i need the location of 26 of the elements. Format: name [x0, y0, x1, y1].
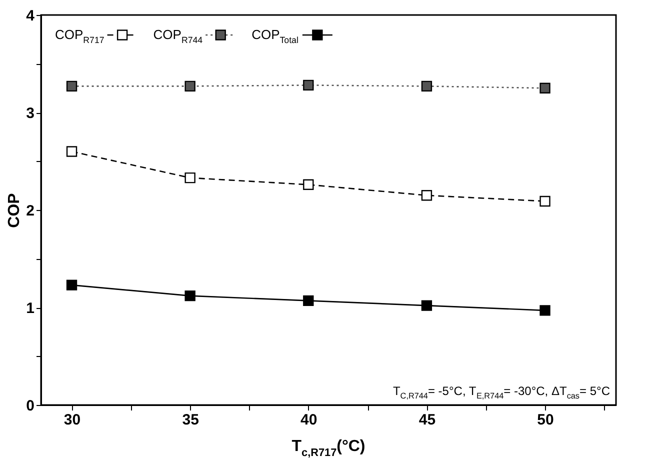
y-tick-label: 2: [26, 202, 34, 220]
x-tick-label: 35: [182, 412, 199, 428]
y-tick-label: 0: [26, 398, 34, 414]
y-tick-label: 4: [26, 8, 36, 24]
point: [66, 280, 78, 290]
point: [66, 80, 78, 92]
point: [303, 80, 314, 91]
x-tick-label: 30: [64, 412, 81, 428]
point: [303, 295, 314, 306]
y-tick-label: 3: [26, 105, 34, 122]
x-tick-label: 50: [537, 412, 554, 428]
point: [184, 290, 196, 302]
point: [540, 196, 550, 207]
point: [421, 190, 432, 201]
x-tick-label: 40: [300, 412, 318, 428]
point: [540, 305, 550, 316]
point: [184, 172, 196, 184]
y-tick-label: 1: [26, 300, 34, 317]
point: [303, 179, 314, 190]
point: [421, 80, 432, 92]
point: [66, 146, 78, 157]
point: [421, 300, 432, 311]
point: [540, 82, 550, 94]
y-axis-title: COP: [6, 192, 24, 228]
x-tick-label: 45: [418, 412, 436, 428]
point: [184, 80, 196, 92]
